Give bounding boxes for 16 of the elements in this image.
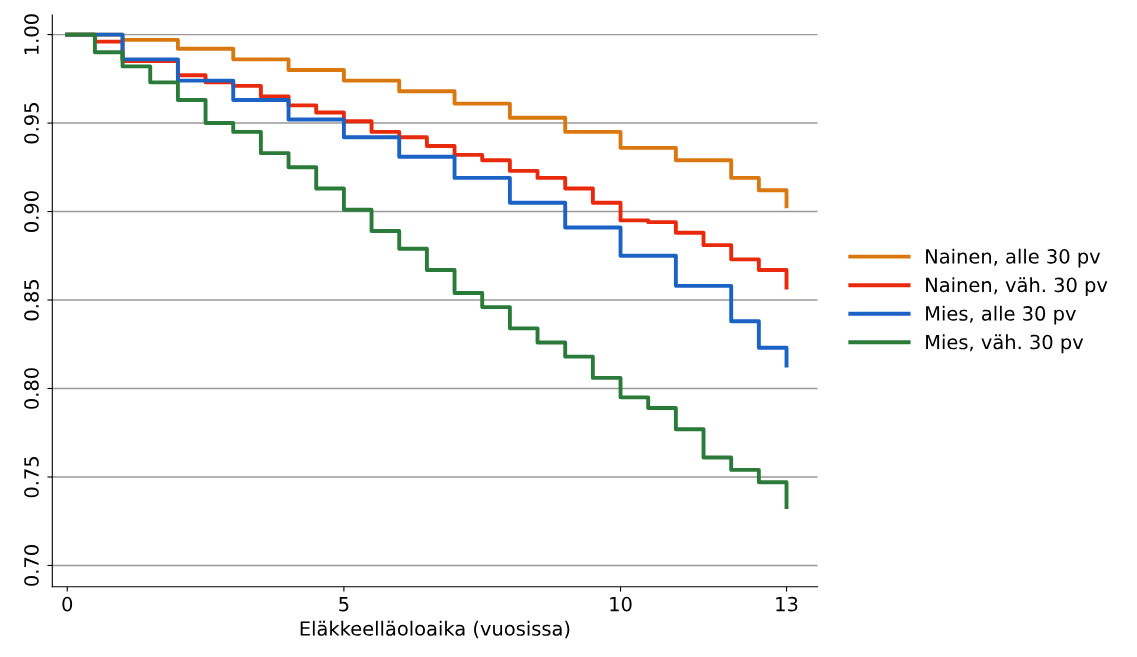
y-tick-label: 0.95 [24,103,39,144]
y-tick-label: 0.80 [24,368,39,409]
y-tick-label: 1.00 [24,14,39,55]
y-tick-label: 0.90 [24,191,39,232]
y-tick-label: 0.85 [24,280,39,321]
legend-label: Nainen, alle 30 pv [926,248,1101,268]
y-tick-label: 0.75 [24,457,39,498]
legend-label: Mies, väh. 30 pv [926,334,1084,354]
x-axis-title: Eläkkeelläoloaika (vuosissa) [300,620,570,639]
y-tick-label: 0.70 [24,545,39,586]
x-tick-label: 5 [339,597,349,612]
x-tick-label: 10 [610,596,632,612]
x-tick-label: 13 [776,596,798,612]
x-tick-label: 0 [62,596,73,612]
legend-label: Mies, alle 30 pv [926,305,1076,325]
legend-label: Nainen, väh. 30 pv [926,277,1108,297]
